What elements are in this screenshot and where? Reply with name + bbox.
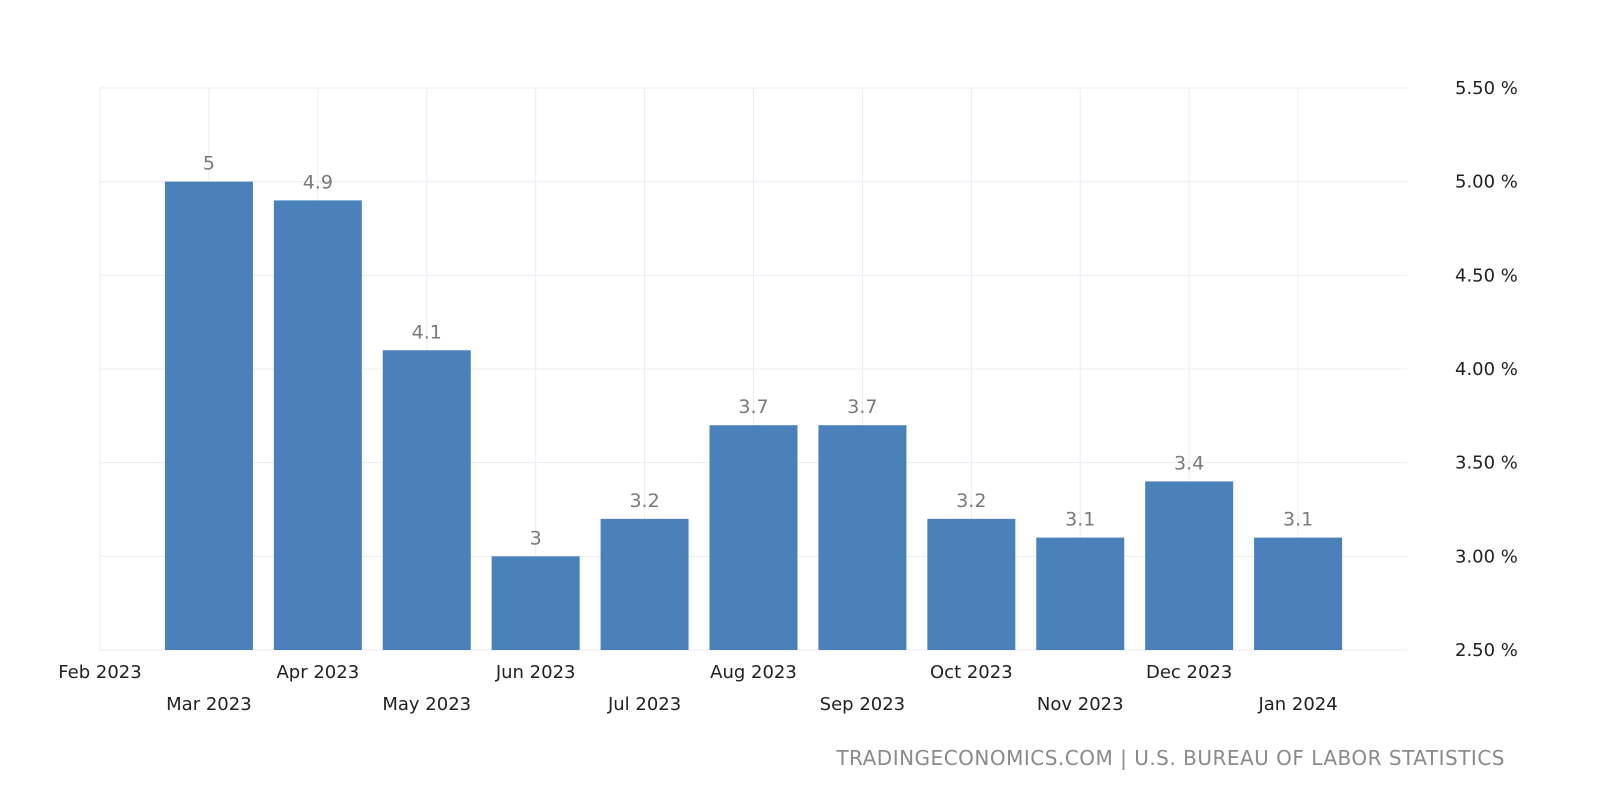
bar-value-label: 3: [530, 527, 542, 549]
bar-value-label: 3.7: [738, 396, 768, 418]
y-tick-label: 4.00 %: [1455, 359, 1518, 380]
bar-apr-2023[interactable]: [273, 200, 362, 650]
bar-value-label: 3.7: [847, 396, 877, 418]
x-axis: Feb 2023 Mar 2023 Apr 2023 May 2023 Jun 2023…: [58, 662, 1337, 715]
x-tick-label: Feb 2023: [58, 662, 141, 683]
x-tick-label: Apr 2023: [276, 662, 359, 683]
bar-value-label: 5: [203, 153, 215, 175]
chart-value-labels: 5 4.9 4.1 3 3.2 3.7 3.7 3.2 3.1 3.4 3.1: [203, 153, 1313, 550]
x-tick-label: Jan 2024: [1257, 694, 1337, 715]
bar-value-label: 3.1: [1283, 509, 1313, 531]
y-tick-label: 5.00 %: [1455, 172, 1518, 193]
bar-jan-2024[interactable]: [1254, 537, 1343, 650]
bar-value-label: 3.2: [956, 490, 986, 512]
chart-bars: [164, 181, 1343, 650]
bar-sep-2023[interactable]: [818, 425, 907, 650]
bar-may-2023[interactable]: [382, 350, 471, 650]
bar-value-label: 4.1: [412, 321, 442, 343]
bar-value-label: 3.4: [1174, 452, 1204, 474]
bar-value-label: 4.9: [303, 171, 333, 193]
source-attribution: TRADINGECONOMICS.COM | U.S. BUREAU OF LA…: [835, 746, 1505, 770]
y-tick-label: 3.50 %: [1455, 453, 1518, 474]
bar-dec-2023[interactable]: [1145, 481, 1234, 650]
bar-aug-2023[interactable]: [709, 425, 798, 650]
x-tick-label: Mar 2023: [166, 694, 252, 715]
y-tick-label: 3.00 %: [1455, 546, 1518, 567]
bar-jun-2023[interactable]: [491, 556, 580, 650]
bar-mar-2023[interactable]: [164, 181, 253, 650]
y-tick-label: 5.50 %: [1455, 78, 1518, 99]
bar-nov-2023[interactable]: [1036, 537, 1125, 650]
y-tick-label: 2.50 %: [1455, 640, 1518, 661]
x-tick-label: Aug 2023: [710, 662, 797, 683]
x-tick-label: Jun 2023: [495, 662, 576, 683]
bar-value-label: 3.1: [1065, 509, 1095, 531]
x-tick-label: Oct 2023: [930, 662, 1013, 683]
x-tick-label: Nov 2023: [1037, 694, 1124, 715]
x-tick-label: Dec 2023: [1146, 662, 1232, 683]
y-axis: 2.50 % 3.00 % 3.50 % 4.00 % 4.50 % 5.00 % 5.50…: [1455, 78, 1518, 661]
x-tick-label: Sep 2023: [820, 694, 905, 715]
bar-value-label: 3.2: [629, 490, 659, 512]
x-tick-label: Jul 2023: [607, 694, 681, 715]
y-tick-label: 4.50 %: [1455, 265, 1518, 286]
bar-jul-2023[interactable]: [600, 518, 689, 650]
bar-oct-2023[interactable]: [927, 518, 1016, 650]
x-tick-label: May 2023: [382, 694, 471, 715]
